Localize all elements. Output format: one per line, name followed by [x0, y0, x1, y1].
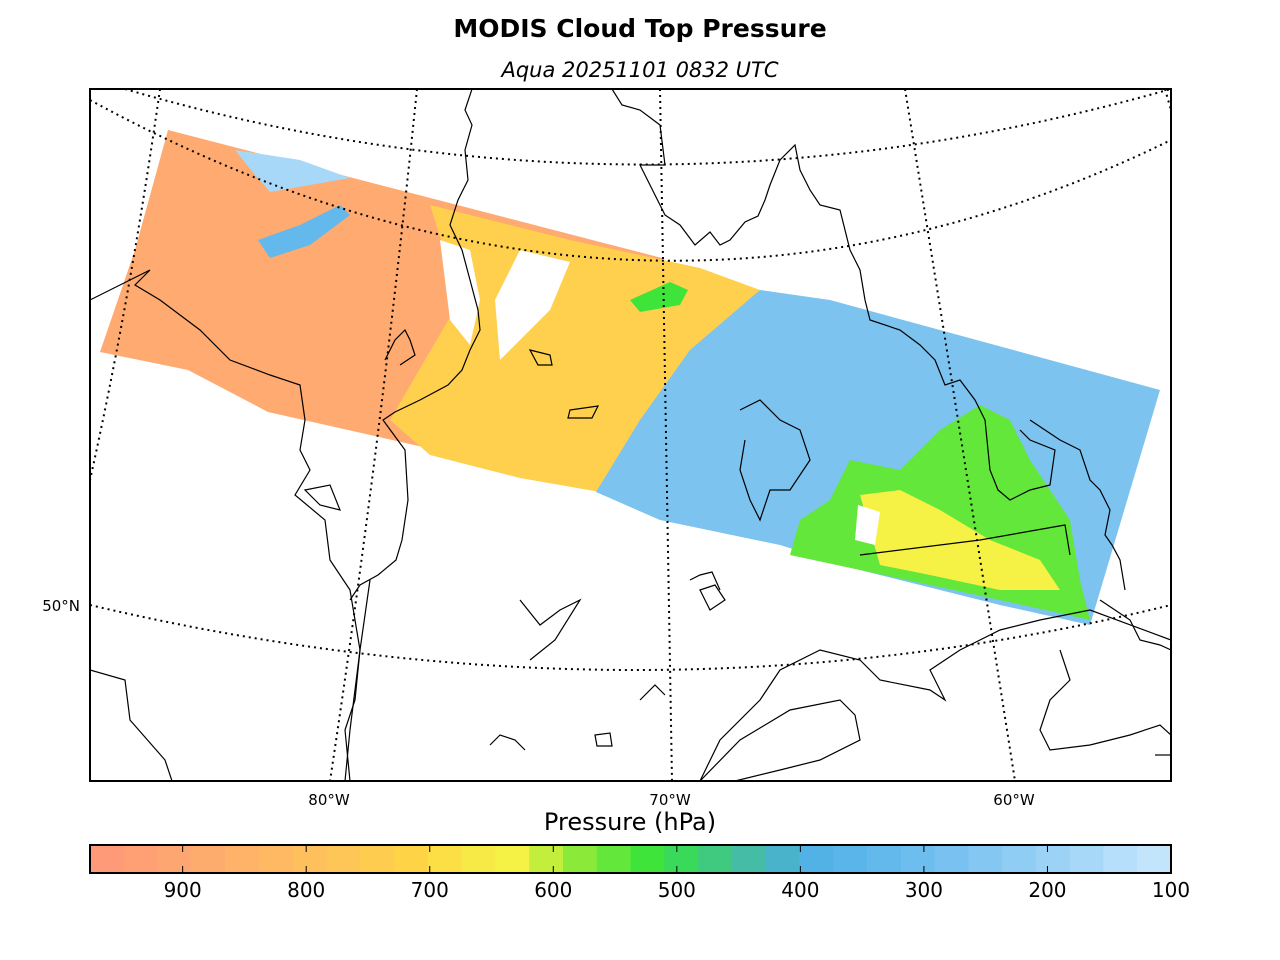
colorbar-swatch	[292, 845, 328, 873]
gaspe-coast	[699, 699, 861, 781]
swath-cloud-gap	[855, 505, 880, 545]
colorbar-swatch	[258, 845, 294, 873]
parallel-north	[124, 89, 1171, 166]
swath-mid-level-clouds	[390, 205, 760, 492]
colorbar-swatch	[1035, 845, 1071, 873]
latitude-label-50n: 50°N	[42, 597, 80, 615]
coastline-detail	[689, 571, 721, 591]
hudson-bay-east-coast	[349, 89, 481, 601]
colorbar-swatch	[394, 845, 429, 873]
colorbar-tick-label: 400	[781, 878, 819, 902]
colorbar-tick-label: 600	[534, 878, 572, 902]
colorbar-swatch	[90, 845, 125, 873]
swath-convective-core	[860, 490, 1060, 590]
parallel-50n	[90, 604, 1171, 671]
colorbar-label: Pressure (hPa)	[543, 808, 717, 836]
colorbar-swatch	[900, 845, 936, 873]
colorbar-swatch	[495, 845, 530, 873]
colorbar-swatch	[1069, 845, 1105, 873]
colorbar-frame	[89, 844, 1172, 874]
swath-high-cloud-patch	[258, 205, 350, 258]
coastline-detail	[384, 328, 416, 366]
colorbar-tick-label: 500	[658, 878, 696, 902]
small-island	[303, 484, 341, 511]
colorbar-swatch	[968, 845, 1003, 873]
quebec-labrador-border	[859, 524, 1071, 556]
colorbar-tick-label: 100	[1152, 878, 1190, 902]
colorbar-swatch	[630, 845, 665, 873]
colorbar-swatch	[360, 845, 395, 873]
colorbar-swatch	[326, 845, 361, 873]
colorbar-tick-label: 700	[411, 878, 449, 902]
colorbar-swatch	[529, 845, 564, 873]
coastline-detail	[639, 684, 666, 701]
colorbar-swatch	[698, 845, 733, 873]
coastline-detail	[1099, 599, 1171, 651]
coastlines	[90, 89, 1171, 781]
swath-high-cloud-patch	[235, 150, 350, 192]
quebec-north-shore	[699, 609, 1171, 781]
longitude-label-70w: 70°W	[649, 791, 691, 809]
colorbar-swatch	[799, 845, 834, 873]
graticule	[90, 89, 1171, 781]
labrador-coast	[1029, 419, 1126, 591]
colorbar-swatch	[866, 845, 902, 873]
swath-cloud-gap	[440, 240, 480, 345]
colorbar-tick-label: 800	[287, 878, 325, 902]
colorbar-tick-label: 300	[905, 878, 943, 902]
colorbar-tick-label: 900	[164, 878, 202, 902]
colorbar-swatch	[731, 845, 767, 873]
colorbar-swatch	[765, 845, 801, 873]
colorbar-swatch	[225, 845, 260, 873]
colorbar-swatch	[123, 845, 159, 873]
colorbar-swatch	[191, 845, 226, 873]
colorbar-swatch	[562, 845, 598, 873]
colorbar-swatch	[1103, 845, 1138, 873]
meridian-65w	[904, 89, 1016, 781]
meridian-75w	[329, 89, 418, 781]
cloud-top-pressure-swath	[100, 130, 1160, 625]
lake-mistassini	[519, 598, 582, 661]
longitude-label-80w: 80°W	[308, 791, 350, 809]
colorbar-swatch	[596, 845, 632, 873]
small-island	[567, 405, 600, 419]
newfoundland-coast	[1039, 649, 1171, 751]
smallwood-reservoir	[739, 399, 811, 522]
colorbar-swatch	[461, 845, 496, 873]
colorbar-swatch	[833, 845, 868, 873]
colorbar-swatch	[157, 845, 192, 873]
coastline-detail	[489, 734, 526, 751]
colorbar-swatch	[664, 845, 699, 873]
small-island	[699, 584, 726, 611]
ungava-coast	[611, 89, 1056, 501]
meridian-70w	[659, 89, 673, 781]
swath-green-cell	[630, 282, 688, 312]
meridian-80w	[90, 89, 161, 481]
colorbar-swatch	[1002, 845, 1037, 873]
small-island	[594, 732, 613, 747]
colorbar-ticks: 900 800 700 600 500 400 300 200 100	[164, 845, 1190, 902]
colorbar-swatch	[1137, 845, 1172, 873]
swath-cloud-gap	[495, 250, 570, 360]
small-island	[528, 349, 553, 366]
colorbar-swatch	[427, 845, 463, 873]
longitude-label-60w: 60°W	[993, 791, 1035, 809]
chart-title: MODIS Cloud Top Pressure	[453, 14, 827, 43]
western-coast	[90, 669, 173, 781]
colorbar-swatch	[934, 845, 969, 873]
chart-subtitle: Aqua 20251101 0832 UTC	[501, 58, 779, 82]
ontario-quebec-border	[344, 579, 371, 781]
colorbar-tick-label: 200	[1028, 878, 1066, 902]
map-frame	[89, 88, 1172, 782]
colorbar-swatches	[90, 845, 1172, 873]
